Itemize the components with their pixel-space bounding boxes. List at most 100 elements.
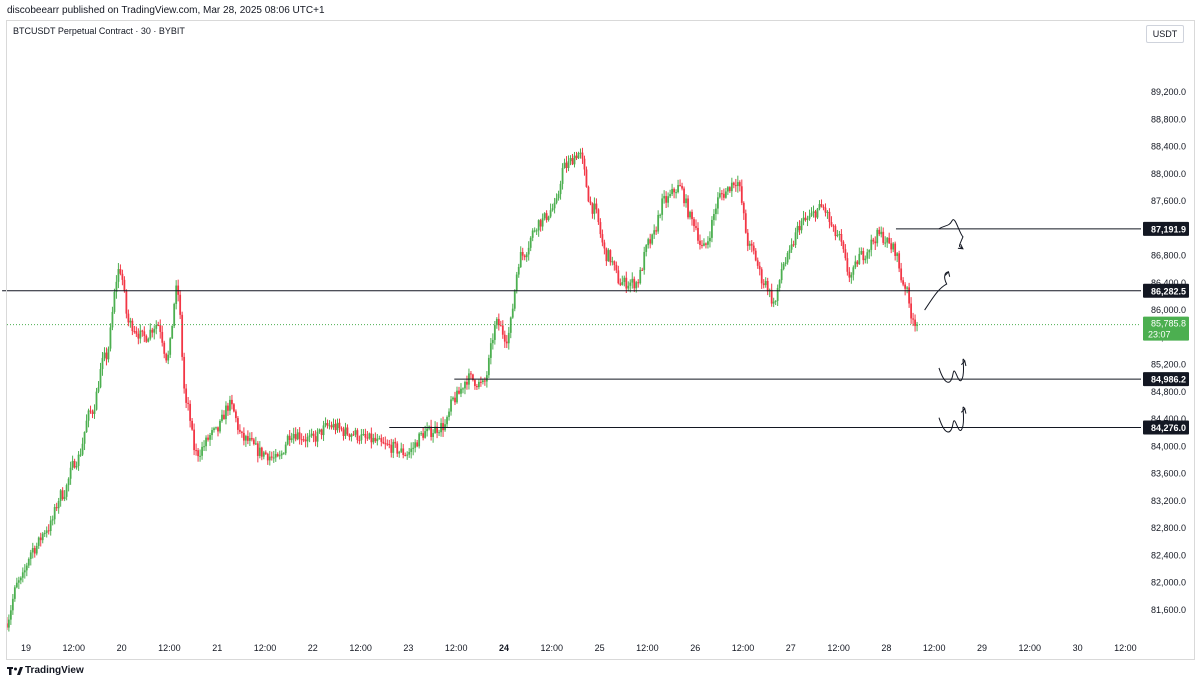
candle	[376, 433, 379, 446]
down-scenario-arrow[interactable]	[938, 219, 964, 250]
candle	[438, 429, 440, 437]
candle	[248, 432, 251, 446]
candle	[904, 282, 907, 296]
candle	[368, 432, 371, 440]
candle	[641, 267, 644, 271]
candle	[643, 246, 646, 275]
candle	[95, 387, 98, 411]
x-tick-label: 21	[212, 643, 222, 653]
currency-button[interactable]: USDT	[1146, 25, 1184, 43]
x-tick-label: 25	[595, 643, 605, 653]
candle	[655, 226, 658, 235]
candle	[127, 309, 130, 327]
candle	[681, 182, 683, 191]
candle	[237, 416, 239, 435]
up-scenario-arrow[interactable]	[924, 271, 949, 311]
candle	[597, 208, 600, 225]
candle	[912, 312, 914, 327]
candle	[515, 271, 518, 294]
candle	[89, 405, 92, 414]
candle	[99, 362, 102, 389]
candle	[133, 325, 136, 334]
candle	[67, 477, 70, 492]
candle	[258, 441, 261, 459]
candle	[693, 217, 695, 232]
candle	[744, 209, 747, 234]
candle	[274, 448, 277, 462]
candle	[181, 311, 184, 361]
candle	[191, 418, 194, 431]
candle	[607, 248, 610, 262]
x-tick-label: 12:00	[541, 643, 564, 653]
candle	[609, 249, 612, 266]
candle	[519, 246, 522, 268]
candle	[362, 429, 365, 436]
candle	[699, 234, 701, 250]
x-tick-label: 26	[690, 643, 700, 653]
candle	[139, 324, 142, 344]
candle	[242, 427, 245, 446]
candle	[141, 329, 144, 337]
candle	[69, 461, 72, 485]
candle	[115, 275, 118, 299]
candle	[836, 229, 839, 238]
level-price-label: 84,986.2	[1151, 375, 1186, 385]
candle	[472, 373, 474, 382]
candle	[577, 151, 580, 160]
candle	[135, 326, 138, 338]
candle	[489, 337, 492, 365]
candle	[159, 319, 162, 339]
candle	[527, 241, 530, 261]
candle	[878, 226, 881, 237]
x-tick-label: 19	[21, 643, 31, 653]
candle	[45, 526, 48, 538]
candle	[718, 187, 721, 199]
candle	[402, 444, 405, 459]
y-tick-label: 88,800.0	[1151, 114, 1186, 124]
candle	[545, 210, 548, 223]
candle	[17, 576, 20, 590]
candle	[760, 267, 763, 289]
candle	[316, 428, 319, 448]
y-tick-label: 82,400.0	[1151, 550, 1186, 560]
candle	[571, 153, 574, 166]
candle	[342, 426, 345, 441]
candle	[175, 280, 178, 310]
candle	[145, 334, 148, 343]
candle	[420, 431, 423, 436]
bounce-arrow-84986[interactable]	[938, 358, 966, 383]
tradingview-brand-text: TradingView	[25, 665, 84, 676]
candle	[294, 427, 297, 442]
candle	[884, 236, 887, 248]
candle	[454, 391, 456, 406]
candle	[730, 177, 733, 197]
x-tick-label: 30	[1073, 643, 1083, 653]
candle	[246, 430, 249, 445]
candle	[711, 216, 713, 243]
candle	[442, 416, 444, 437]
candle	[864, 255, 867, 264]
candle	[774, 300, 777, 306]
candle	[633, 276, 636, 293]
candle	[155, 320, 158, 335]
y-tick-label: 83,200.0	[1151, 496, 1186, 506]
candle	[113, 288, 116, 314]
candle	[752, 242, 755, 255]
candle	[501, 320, 504, 339]
candle	[260, 446, 263, 461]
candle	[262, 450, 265, 460]
candle	[529, 236, 532, 252]
candle	[147, 337, 150, 343]
candle	[772, 297, 775, 308]
candle	[199, 449, 201, 462]
candle	[703, 238, 705, 247]
candle	[121, 269, 124, 286]
candle	[910, 297, 912, 324]
candle	[366, 430, 369, 441]
candle	[173, 302, 176, 329]
candle	[328, 420, 331, 430]
candle	[623, 275, 626, 287]
tradingview-logo-icon	[7, 667, 23, 675]
candle	[625, 271, 628, 294]
